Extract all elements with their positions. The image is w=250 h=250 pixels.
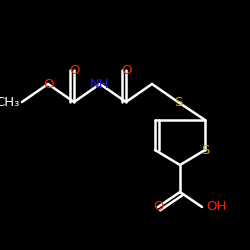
Text: S: S [201, 144, 209, 156]
Text: O: O [69, 64, 79, 76]
Text: CH₃: CH₃ [0, 96, 20, 108]
Text: O: O [121, 64, 131, 76]
Text: NH: NH [90, 78, 110, 90]
Text: OH: OH [206, 200, 227, 213]
Text: O: O [153, 200, 163, 213]
Text: O: O [43, 78, 53, 90]
Text: S: S [174, 96, 182, 108]
